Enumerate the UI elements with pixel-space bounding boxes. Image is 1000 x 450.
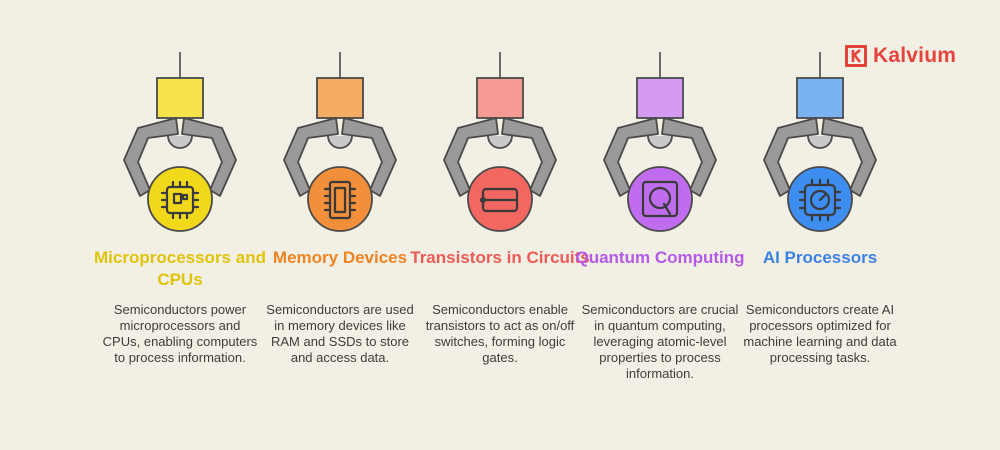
gripper-3 bbox=[443, 52, 557, 232]
card-title: Quantum Computing bbox=[575, 248, 745, 267]
brand-name: Kalvium bbox=[873, 44, 957, 67]
icon-circle bbox=[627, 166, 693, 232]
card-description: Semiconductors create AI processors opti… bbox=[743, 302, 897, 365]
card-3: Transistors in Circuits Semiconductors e… bbox=[410, 0, 590, 450]
claw-hub bbox=[487, 135, 513, 149]
card-5: AI Processors Semiconductors create AI p… bbox=[740, 0, 900, 450]
claw-block bbox=[636, 77, 684, 119]
claw-hub bbox=[647, 135, 673, 149]
claw-hub bbox=[167, 135, 193, 149]
card-2: Memory Devices Semiconductors are used i… bbox=[260, 0, 420, 450]
claw-hub bbox=[807, 135, 833, 149]
card-1: Microprocessors and CPUs Semiconductors … bbox=[94, 0, 266, 450]
card-description: Semiconductors are used in memory device… bbox=[266, 302, 414, 365]
ai-processor-icon bbox=[798, 178, 842, 222]
quantum-q-icon bbox=[641, 180, 679, 218]
claw-block bbox=[316, 77, 364, 119]
icon-circle bbox=[307, 166, 373, 232]
card-4: Quantum Computing Semiconductors are cru… bbox=[575, 0, 745, 450]
card-title: Microprocessors and CPUs bbox=[94, 248, 266, 289]
card-title: AI Processors bbox=[762, 248, 878, 267]
kalvium-logo-icon bbox=[845, 45, 867, 67]
card-description: Semiconductors enable transistors to act… bbox=[425, 302, 575, 365]
card-title: Transistors in Circuits bbox=[410, 248, 590, 267]
brand: Kalvium bbox=[845, 44, 956, 68]
transistor-icon bbox=[480, 187, 519, 213]
card-description: Semiconductors are crucial in quantum co… bbox=[581, 302, 739, 381]
claw-block bbox=[476, 77, 524, 119]
claw-hub bbox=[327, 135, 353, 149]
memory-module-icon bbox=[323, 180, 357, 220]
chip-icon bbox=[160, 180, 200, 220]
gripper-4 bbox=[603, 52, 717, 232]
claw-block bbox=[796, 77, 844, 119]
card-description: Semiconductors power microprocessors and… bbox=[102, 302, 258, 365]
card-title: Memory Devices bbox=[272, 248, 408, 267]
gripper-1 bbox=[123, 52, 237, 232]
gripper-5 bbox=[763, 52, 877, 232]
claw-block bbox=[156, 77, 204, 119]
gripper-2 bbox=[283, 52, 397, 232]
